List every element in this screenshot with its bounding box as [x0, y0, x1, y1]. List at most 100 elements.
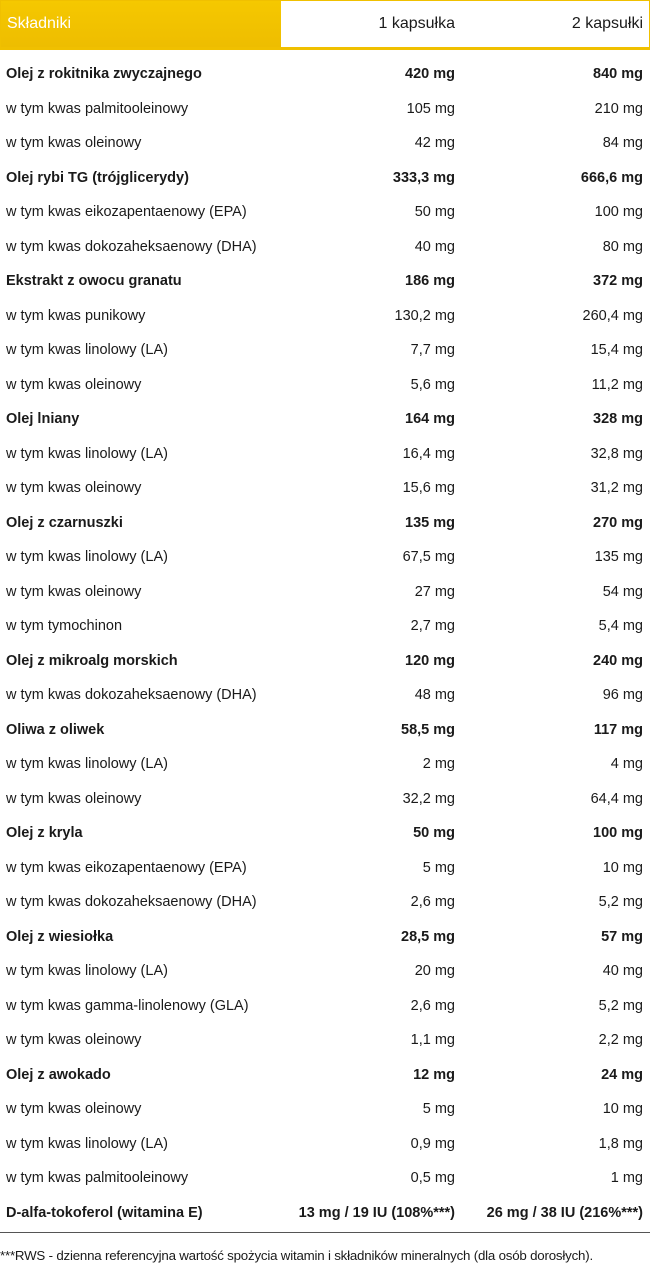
- dose-2-capsules: 1 mg: [610, 1170, 643, 1186]
- sub-ingredient-row: w tym kwas dokozaheksaenowy (DHA) 40 mg 80…: [0, 230, 650, 265]
- dose-1-capsule: 5 mg: [422, 859, 455, 876]
- dose-2-capsules: 210 mg: [594, 100, 643, 117]
- table-body: Olej z rokitnika zwyczajnego 420 mg 840 mg…: [0, 57, 650, 1230]
- dose-2-capsules: 260,4 mg: [582, 307, 643, 324]
- ingredient-row: Olej z kryla 50 mg 100 mg: [0, 816, 650, 851]
- dose-1-capsule: 164 mg: [405, 411, 455, 427]
- table-header: Składniki 1 kapsułka 2 kapsułki: [0, 0, 650, 50]
- dose-2-capsules: 240 mg: [593, 652, 643, 669]
- dose-1-capsule: 2 mg: [422, 756, 455, 772]
- sub-ingredient-row: w tym kwas oleinowy 27 mg 54 mg: [0, 575, 650, 610]
- ingredient-name: w tym kwas dokozaheksaenowy (DHA): [6, 894, 257, 910]
- dose-1-capsule: 130,2 mg: [394, 307, 455, 324]
- dose-2-capsules: 26 mg / 38 IU (216%***): [486, 1204, 643, 1221]
- sub-ingredient-row: w tym kwas punikowy 130,2 mg 260,4 mg: [0, 299, 650, 334]
- dose-1-capsule: 27 mg: [414, 583, 455, 600]
- dose-1-capsule: 1,1 mg: [410, 1032, 455, 1048]
- ingredient-name: w tym kwas oleinowy: [6, 790, 142, 807]
- sub-ingredient-row: w tym kwas oleinowy 5,6 mg 11,2 mg: [0, 368, 650, 403]
- dose-2-capsules: 96 mg: [602, 687, 643, 703]
- dose-2-capsules: 5,2 mg: [598, 894, 643, 910]
- ingredient-name: w tym kwas linolowy (LA): [6, 342, 168, 358]
- dose-1-capsule: 42 mg: [414, 135, 455, 151]
- dose-1-capsule: 0,9 mg: [410, 1135, 455, 1152]
- sub-ingredient-row: w tym kwas linolowy (LA) 16,4 mg 32,8 mg: [0, 437, 650, 472]
- ingredient-name: w tym kwas palmitooleinowy: [6, 1170, 189, 1186]
- sub-ingredient-row: w tym kwas eikozapentaenowy (EPA) 50 mg 10…: [0, 195, 650, 230]
- sub-ingredient-row: w tym kwas palmitooleinowy 105 mg 210 mg: [0, 92, 650, 127]
- dose-1-capsule: 5,6 mg: [410, 376, 455, 393]
- dose-2-capsules: 328 mg: [593, 411, 643, 427]
- dose-2-capsules: 270 mg: [593, 514, 643, 531]
- sub-ingredient-row: w tym kwas linolowy (LA) 0,9 mg 1,8 mg: [0, 1127, 650, 1162]
- dose-2-capsules: 5,2 mg: [598, 997, 643, 1014]
- dose-2-capsules: 1,8 mg: [598, 1135, 643, 1152]
- ingredient-name: w tym tymochinon: [6, 618, 123, 634]
- ingredient-row: Olej z mikroalg morskich 120 mg 240 mg: [0, 644, 650, 679]
- ingredient-name: w tym kwas gamma-linolenowy (GLA): [6, 997, 249, 1014]
- dose-2-capsules: 57 mg: [601, 928, 643, 945]
- dose-2-capsules: 372 mg: [593, 273, 643, 289]
- ingredient-row: Olej z rokitnika zwyczajnego 420 mg 840 mg: [0, 57, 650, 92]
- dose-2-capsules: 840 mg: [593, 66, 643, 82]
- header-title: Składniki: [1, 1, 281, 47]
- dose-1-capsule: 2,7 mg: [410, 618, 455, 634]
- sub-ingredient-row: w tym kwas linolowy (LA) 2 mg 4 mg: [0, 747, 650, 782]
- ingredient-name: Olej lniany: [6, 411, 80, 427]
- ingredient-name: w tym kwas linolowy (LA): [6, 756, 168, 772]
- dose-2-capsules: 40 mg: [602, 963, 643, 979]
- sub-ingredient-row: w tym kwas oleinowy 5 mg 10 mg: [0, 1092, 650, 1127]
- dose-1-capsule: 28,5 mg: [401, 928, 455, 945]
- sub-ingredient-row: w tym kwas linolowy (LA) 20 mg 40 mg: [0, 954, 650, 989]
- sub-ingredient-row: w tym kwas oleinowy 1,1 mg 2,2 mg: [0, 1023, 650, 1058]
- ingredient-name: D-alfa-tokoferol (witamina E): [6, 1204, 203, 1221]
- ingredient-row: Olej z czarnuszki 135 mg 270 mg: [0, 506, 650, 541]
- ingredient-row: Olej lniany 164 mg 328 mg: [0, 402, 650, 437]
- dose-1-capsule: 40 mg: [414, 238, 455, 255]
- dose-2-capsules: 5,4 mg: [598, 618, 643, 634]
- ingredient-name: w tym kwas oleinowy: [6, 1032, 142, 1048]
- sub-ingredient-row: w tym kwas dokozaheksaenowy (DHA) 48 mg 96…: [0, 678, 650, 713]
- ingredient-name: w tym kwas eikozapentaenowy (EPA): [6, 204, 247, 220]
- dose-2-capsules: 32,8 mg: [590, 445, 643, 462]
- ingredient-name: w tym kwas linolowy (LA): [6, 549, 168, 565]
- sub-ingredient-row: w tym kwas linolowy (LA) 67,5 mg 135 mg: [0, 540, 650, 575]
- sub-ingredient-row: w tym kwas gamma-linolenowy (GLA) 2,6 mg 5…: [0, 989, 650, 1024]
- dose-2-capsules: 2,2 mg: [598, 1032, 643, 1048]
- dose-1-capsule: 135 mg: [405, 514, 455, 531]
- dose-1-capsule: 15,6 mg: [402, 480, 455, 496]
- dose-1-capsule: 7,7 mg: [410, 342, 455, 358]
- ingredient-name: Olej z mikroalg morskich: [6, 652, 178, 669]
- dose-1-capsule: 120 mg: [405, 652, 455, 669]
- sub-ingredient-row: w tym kwas oleinowy 42 mg 84 mg: [0, 126, 650, 161]
- dose-2-capsules: 11,2 mg: [591, 376, 643, 393]
- ingredient-name: w tym kwas linolowy (LA): [6, 1135, 168, 1152]
- dose-2-capsules: 15,4 mg: [590, 342, 643, 358]
- dose-2-capsules: 666,6 mg: [580, 169, 643, 186]
- sub-ingredient-row: w tym kwas eikozapentaenowy (EPA) 5 mg 10 …: [0, 851, 650, 886]
- dose-1-capsule: 12 mg: [413, 1066, 455, 1083]
- dose-1-capsule: 58,5 mg: [401, 721, 455, 738]
- ingredient-name: w tym kwas dokozaheksaenowy (DHA): [6, 238, 257, 255]
- ingredient-name: Oliwa z oliwek: [6, 721, 105, 738]
- ingredient-name: Olej z wiesiołka: [6, 928, 114, 945]
- dose-2-capsules: 117 mg: [593, 721, 643, 738]
- ingredient-name: w tym kwas oleinowy: [6, 583, 142, 600]
- sub-ingredient-row: w tym tymochinon 2,7 mg 5,4 mg: [0, 609, 650, 644]
- dose-2-capsules: 64,4 mg: [590, 790, 643, 807]
- dose-1-capsule: 2,6 mg: [410, 997, 455, 1014]
- dose-1-capsule: 420 mg: [405, 66, 455, 82]
- dose-1-capsule: 13 mg / 19 IU (108%***): [298, 1204, 455, 1221]
- dose-2-capsules: 54 mg: [602, 583, 643, 600]
- dose-1-capsule: 50 mg: [414, 204, 455, 220]
- ingredient-row: D-alfa-tokoferol (witamina E) 13 mg / 19 …: [0, 1196, 650, 1231]
- sub-ingredient-row: w tym kwas oleinowy 32,2 mg 64,4 mg: [0, 782, 650, 817]
- dose-1-capsule: 105 mg: [406, 100, 455, 117]
- dose-1-capsule: 16,4 mg: [402, 445, 455, 462]
- divider: [0, 1232, 650, 1233]
- ingredient-name: w tym kwas oleinowy: [6, 1101, 142, 1117]
- ingredient-name: Olej rybi TG (trójglicerydy): [6, 169, 189, 186]
- ingredient-name: Olej z rokitnika zwyczajnego: [6, 66, 202, 82]
- ingredient-name: Ekstrakt z owocu granatu: [6, 273, 182, 289]
- dose-1-capsule: 0,5 mg: [410, 1170, 455, 1186]
